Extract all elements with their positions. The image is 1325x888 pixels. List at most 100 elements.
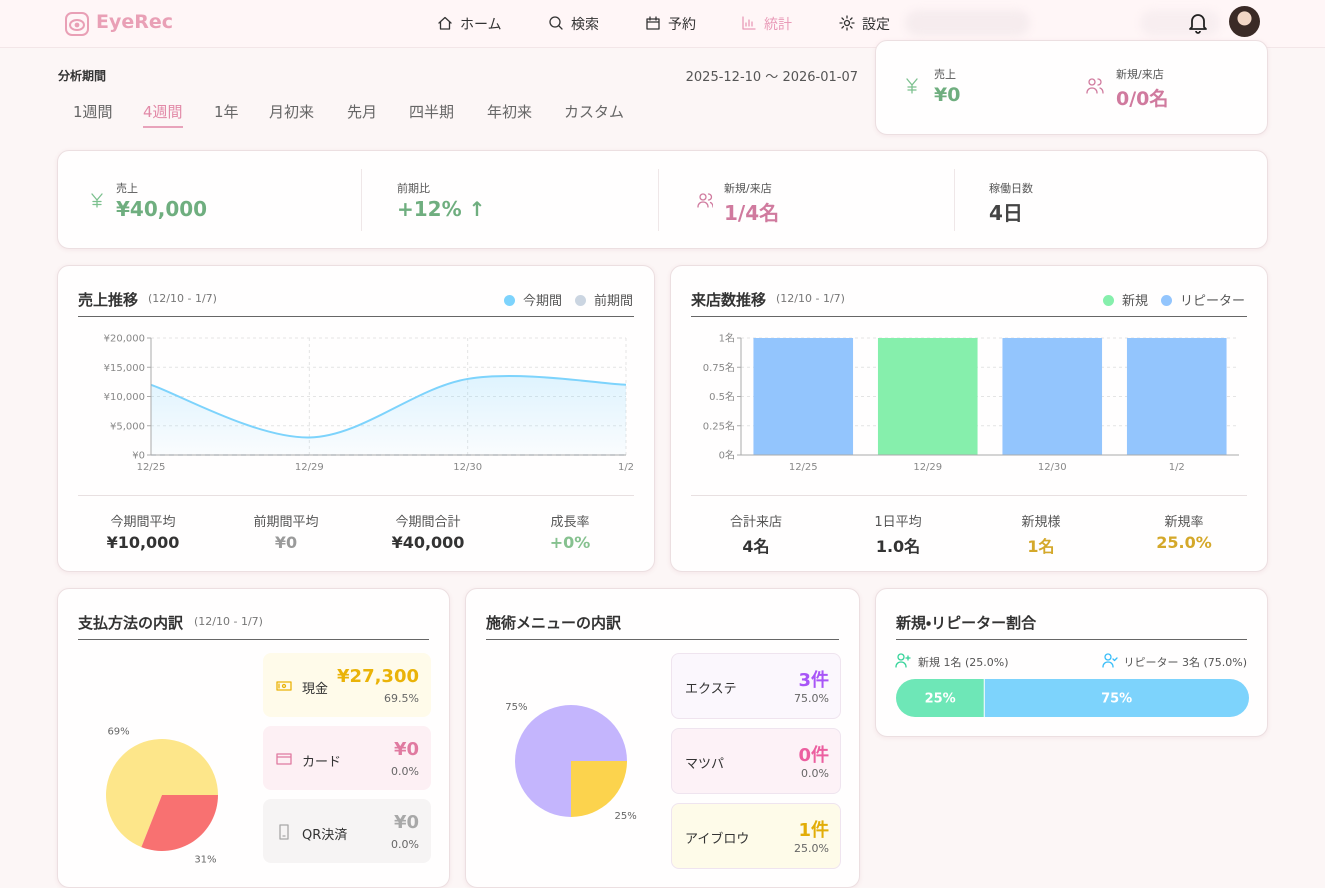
chart-subtitle: (12/10 - 1/7) [194,615,263,628]
kpi-value: +12% ↑ [397,197,486,221]
divider [78,639,429,640]
blurred-area [905,10,1030,36]
brand-logo[interactable] [64,11,90,37]
y-tick-label: ¥20,000 [104,334,145,345]
nav-label[interactable]: 統計 [764,17,792,33]
icon-shape [549,16,563,30]
kpi-label: 前期比 [397,182,430,195]
item-name: エクステ [685,682,737,697]
mini-sales-value: ¥0 [934,84,961,106]
x-tick-label: 12/30 [1038,462,1067,473]
notification-bell[interactable] [1188,12,1208,34]
ratio-label: 75% [1101,692,1132,707]
menu-card: 施術メニューの内訳 75% 25% エクステ 3件 75.0% マツパ 0件 0.0% アイブ… [465,588,860,888]
kpi-value: 4日 [989,201,1023,225]
repeat-label: リピーター 3名 (75.0%) [1123,656,1247,669]
stat-value: 1.0名 [875,537,921,556]
stat-label: 1日平均 [874,515,922,530]
item-share: 0.0% [801,767,829,780]
kpi-label: 新規/来店 [724,182,772,195]
icon-shape [742,16,756,30]
kpi-icon [697,193,713,208]
card-title: 新規・リピーター割合 [896,614,1037,632]
divider [658,169,659,231]
item-name: アイブロウ [685,832,750,847]
kpi-value: 1/4名 [724,201,780,225]
x-tick-label: 1/2 [1169,462,1185,473]
nav-icon [549,16,563,30]
stat-label: 今期間合計 [395,515,461,530]
legend-swatch [575,295,586,306]
legend-swatch [1103,295,1114,306]
list-item: エクステ 3件 75.0% [671,653,841,719]
item-amount: 3件 [798,670,829,691]
legend-item: リピーター [1161,290,1245,309]
period-tab[interactable]: 先月 [347,103,378,121]
nav-label[interactable]: 予約 [668,17,696,33]
ratio-bar: 25% 75% [896,679,1249,717]
item-name: カード [302,755,342,770]
legend-swatch [504,295,515,306]
list-item: QR決済 ¥0 0.0% [263,799,431,863]
bar [1126,338,1227,455]
y-tick-label: 0.75名 [703,361,735,374]
divider [361,169,362,231]
legend-swatch [1161,295,1172,306]
pie-chart: 75% 25% [505,702,637,822]
x-tick-label: 12/25 [137,462,166,473]
kpi-value: ¥40,000 [116,197,208,221]
nav-icon [438,16,452,30]
list-item: アイブロウ 1件 25.0% [671,803,841,869]
sales-trend-card: 売上推移 (12/10 - 1/7) 今期間 前期間 ¥0 ¥5,000 ¥10,0… [57,265,655,572]
icon-shape [438,16,452,30]
item-name: マツパ [685,757,725,772]
item-share: 75.0% [794,692,829,705]
nav-label[interactable]: 検索 [571,17,599,33]
payment-card: 支払方法の内訳 (12/10 - 1/7) 69% 31% 現金 ¥27,300 69… [57,588,450,888]
legend-item: 新規 [1103,290,1148,309]
y-tick-label: ¥0 [132,451,145,462]
stat-label: 新規率 [1164,515,1204,530]
bar [1002,338,1103,455]
stat-label: 前期間平均 [253,515,319,530]
brand-name[interactable]: EyeRec [96,11,174,33]
bar-chart: 0名 0.25名 0.5名 0.75名 1名 12/25 12/29 12/30 1/2 [703,332,1239,473]
legend-item: 前期間 [575,290,633,309]
stat-value: 1名 [1027,537,1055,556]
period-tab[interactable]: 1週間 [73,103,113,121]
period-tab[interactable]: 4週間 [143,101,183,128]
nav-label[interactable]: ホーム [460,17,502,33]
nav-label[interactable]: 設定 [862,17,890,33]
x-tick-label: 12/29 [913,462,942,473]
period-tab[interactable]: 年初来 [487,103,533,121]
ratio-segment [896,679,985,717]
period-tab[interactable]: 四半期 [409,103,455,121]
stat-label: 今期間平均 [110,515,176,530]
x-tick-label: 12/29 [295,462,324,473]
legend-label: リピーター [1180,294,1246,309]
chart-title: 施術メニューの内訳 [486,614,622,632]
icon-shape [697,193,713,208]
line-chart: ¥0 ¥5,000 ¥10,000 ¥15,000 ¥20,000 12/25 12/29 1… [104,334,634,474]
y-tick-label: ¥10,000 [104,392,145,403]
user-avatar[interactable] [1229,6,1260,37]
pie-slice [106,739,218,848]
nav-icon [742,16,756,30]
stat-label: 成長率 [550,515,590,530]
area [151,376,626,455]
item-amount: ¥27,300 [337,666,419,687]
icon-shape [646,16,660,30]
visit-trend-card: 来店数推移 (12/10 - 1/7) 新規 リピーター 0名 0.25名 0.5名… [670,265,1268,572]
legend-label: 今期間 [523,294,563,309]
kpi-card: 売上 ¥40,000 前期比 +12% ↑ 新規/来店 1/4名 稼働日数 4日 [57,150,1268,249]
period-range: 2025-12-10 〜 2026-01-07 [685,70,858,85]
period-tab[interactable]: 1年 [214,103,239,121]
period-tab[interactable]: 月初来 [269,103,315,121]
chart-title: 来店数推移 [691,291,767,309]
slice-label: 25% [615,811,637,822]
y-tick-label: 0.5名 [709,390,735,403]
slice-label: 69% [107,727,129,738]
legend-label: 前期間 [594,294,634,309]
period-tab[interactable]: カスタム [564,103,625,121]
y-tick-label: ¥15,000 [104,363,145,374]
